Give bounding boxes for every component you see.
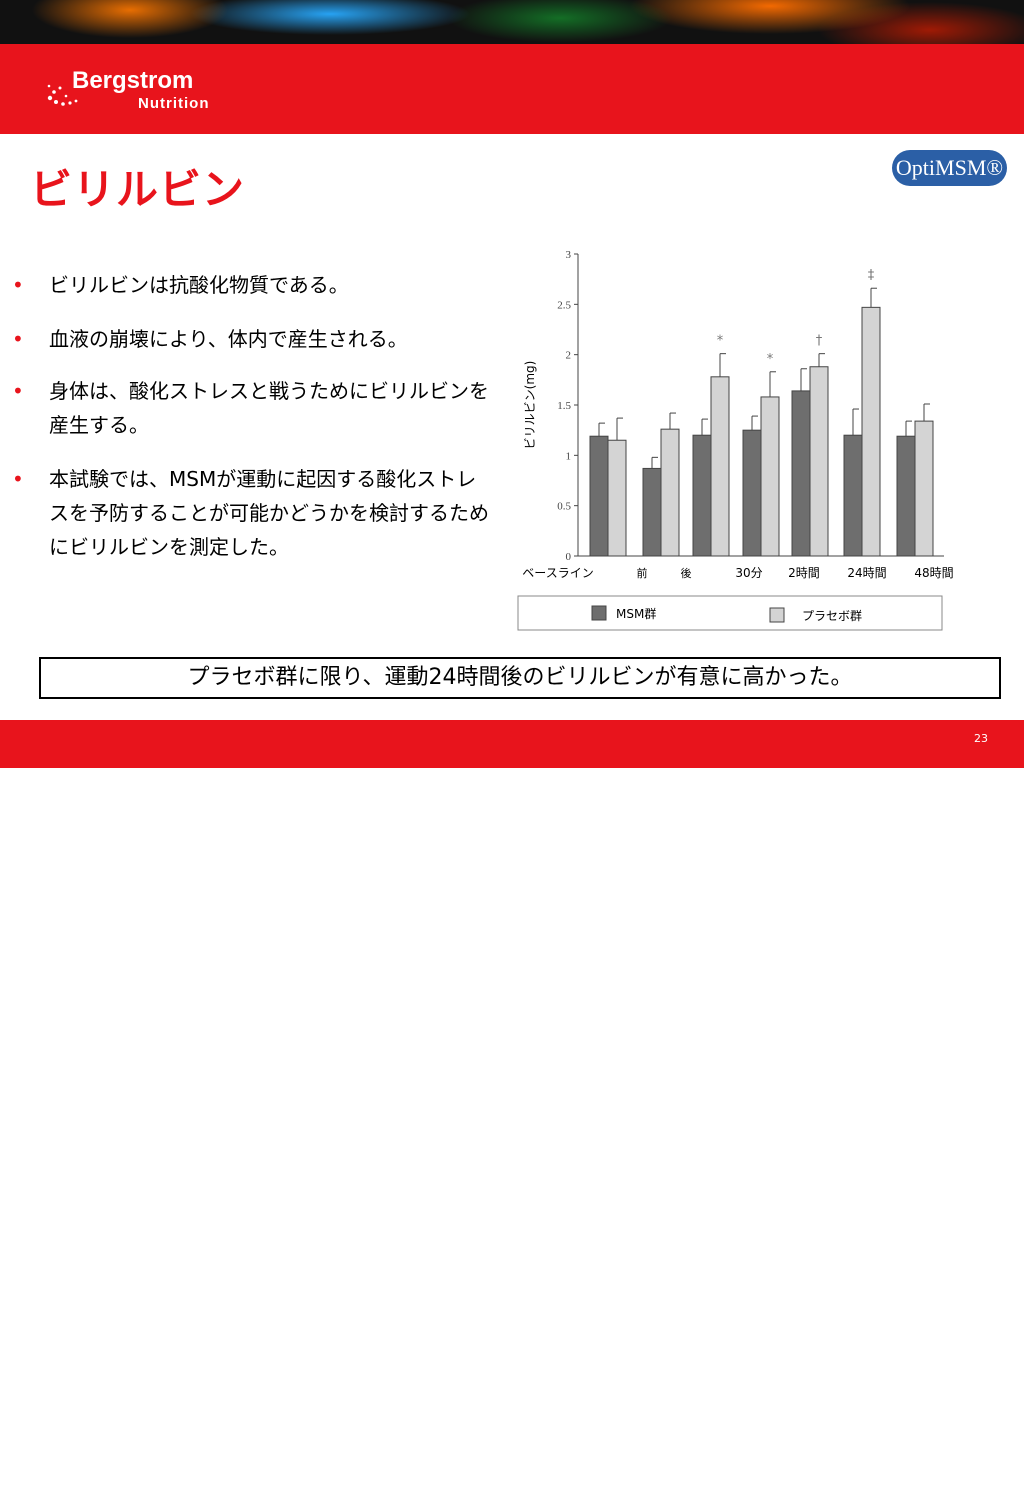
legend-label-placebo: プラセボ群 [802,609,862,623]
footer-stripes [0,1472,1024,1488]
bar-placebo [607,439,627,557]
legend-swatch-msm [591,605,607,621]
bar-msm [642,467,662,557]
bar-msm [589,435,609,557]
y-axis-label: ビリルビン(mg) [523,361,537,450]
bar-msm [742,429,762,557]
y-tick-label: 3 [566,249,572,261]
chart-svg: 0 0.5 1 1.5 2 2.5 3 ビリルビン(mg) ベースライン 前 後 30分 2時間 24時間… [517,249,954,631]
bar-placebo [914,420,934,557]
bar-msm [791,390,811,557]
y-tick-label: 2 [566,350,572,362]
top-banner-image [0,0,1024,44]
bullet-marker: • [12,379,24,403]
bar-msm [896,435,916,557]
significance-marker: * [767,352,774,367]
page-number: 23 [974,732,988,745]
x-tick-label: ベースライン [522,566,593,580]
legend-box [517,595,943,631]
bergstrom-logo: Bergstrom Nutrition [47,67,209,112]
x-tick-label: 前 [637,566,648,580]
brand-name: Bergstrom [72,67,193,94]
significance-marker: † [816,334,823,349]
conclusion-box: プラセボ群に限り、運動24時間後のビリルビンが有意に高かった。 [39,657,1001,699]
x-tick-label: 48時間 [914,566,953,580]
slide-title: ビリルビン [30,165,246,214]
x-tick-label: 30分 [735,566,762,580]
legend-label-msm: MSM群 [616,607,656,621]
bullet-marker: • [12,273,24,297]
bar-msm [692,434,712,557]
bullet-marker: • [12,467,24,491]
x-tick-label: 2時間 [788,566,820,580]
bar-placebo [660,428,680,557]
bullet-text: 血液の崩壊により、体内で産生される。 [49,327,408,351]
y-tick-label: 2.5 [557,299,571,311]
bullet-text: ビリルビンは抗酸化物質である。 [49,273,349,297]
legend-swatch-placebo [769,607,785,623]
bar-placebo [809,366,829,557]
bullet-marker: • [12,327,24,351]
x-tick-label: 24時間 [847,566,886,580]
bar-placebo [861,306,881,557]
bilirubin-chart: 0 0.5 1 1.5 2 2.5 3 ビリルビン(mg) ベースライン 前 後 30分 2時間 24時間… [514,240,964,640]
bullet-text: 身体は、酸化ストレスと戦うためにビリルビンを産生する。 [49,379,489,437]
y-tick-label: 0.5 [557,501,571,513]
optimsm-logo-badge: OptiMSM® [892,150,1007,186]
header-bar: Bergstrom Nutrition [0,44,1024,134]
bar-msm [843,434,863,557]
y-tick-label: 1.5 [557,400,571,412]
significance-marker: ‡ [868,268,875,283]
bullet-text: 本試験では、MSMが運動に起因する酸化ストレスを予防することが可能かどうかを検討… [49,467,489,559]
y-tick-label: 0 [566,551,572,563]
bar-placebo [760,396,780,557]
bar-placebo [710,376,730,557]
footer-bar: 23 [0,720,1024,1488]
y-tick-label: 1 [566,450,572,462]
brand-subtitle: Nutrition [138,95,209,112]
significance-marker: * [717,334,724,349]
x-tick-label: 後 [681,566,692,580]
